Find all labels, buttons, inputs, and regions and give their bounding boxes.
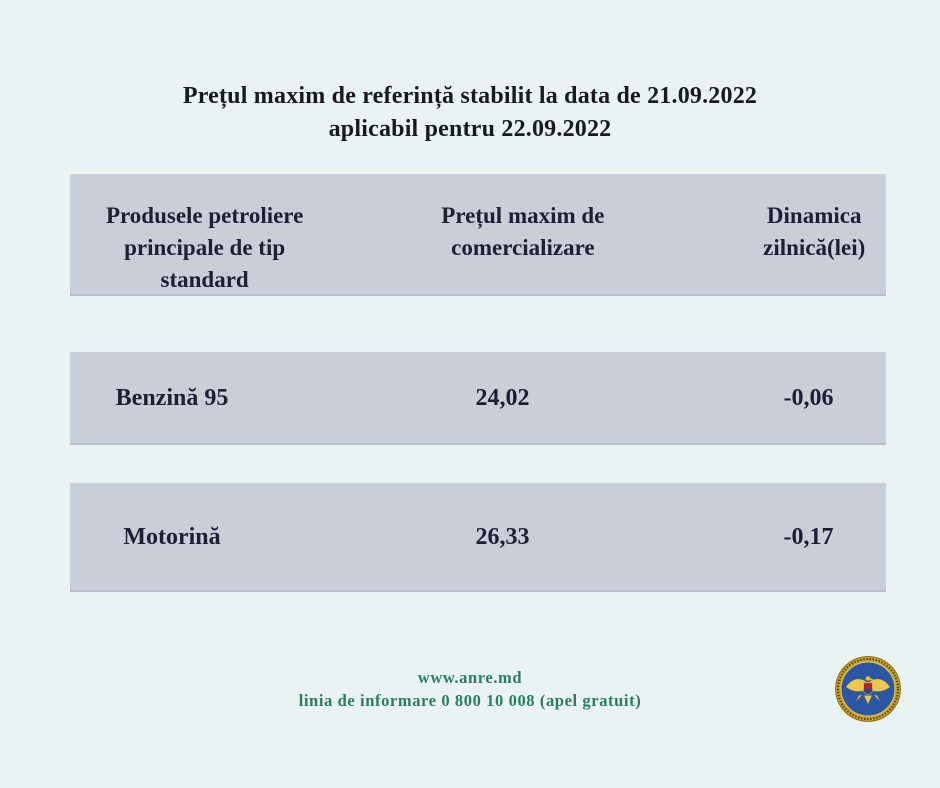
table-row-motorina: Motorină 26,33 -0,17	[70, 483, 886, 592]
website-url: www.anre.md	[417, 668, 523, 687]
footer: www.anre.md linia de informare 0 800 10 …	[0, 666, 940, 712]
product-name: Motorină	[123, 524, 221, 550]
infoline-text: linia de informare 0 800 10 008 (apel gr…	[298, 691, 642, 710]
max-price-value: 24,02	[475, 385, 530, 411]
table-header-row: Produsele petroliere principale de tip s…	[70, 174, 886, 296]
header-max-price-column: Prețul maxim de comercializare	[441, 203, 605, 260]
page-title: Prețul maxim de referință stabilit la da…	[0, 80, 940, 146]
max-price-value: 26,33	[475, 524, 530, 550]
title-line-1: Prețul maxim de referință stabilit la da…	[182, 83, 758, 109]
header-products-column: Produsele petroliere principale de tip s…	[105, 203, 304, 292]
daily-dynamic-value: -0,06	[783, 385, 834, 411]
product-name: Benzină 95	[115, 385, 229, 411]
anre-emblem-logo	[833, 654, 903, 724]
moldova-coat-of-arms-icon	[835, 656, 901, 722]
header-daily-dynamic-column: Dinamica zilnică(lei)	[763, 203, 866, 260]
title-line-2: aplicabil pentru 22.09.2022	[328, 116, 612, 142]
table-row-benzina: Benzină 95 24,02 -0,06	[70, 352, 886, 445]
daily-dynamic-value: -0,17	[783, 524, 834, 550]
